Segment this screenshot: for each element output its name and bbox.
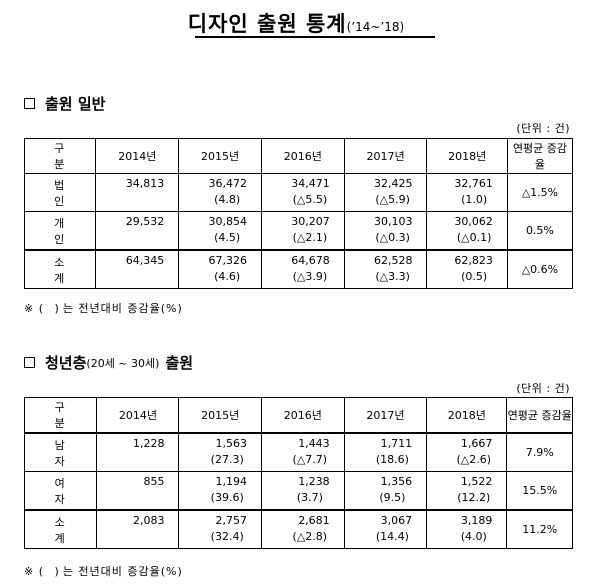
header-2014: 2014년	[95, 138, 180, 174]
cell-2015: 30,854 (4.5)	[178, 211, 262, 251]
row-label: 남 자	[23, 432, 98, 472]
row-label: 소 계	[23, 249, 97, 289]
section2-heading-tail: 출원	[165, 354, 194, 372]
section1-heading-text: 출원 일반	[45, 95, 106, 113]
header-2018: 2018년	[426, 138, 508, 174]
table-row: 남 자 1,228 1,563 (27.3) 1,443 (△7.7) 1,711(…	[23, 432, 573, 472]
cell-avg: 0.5%	[506, 211, 574, 251]
unit-label: (단위 : 건)	[516, 122, 570, 135]
row-label: 소 계	[23, 509, 98, 549]
row-label: 여 자	[23, 471, 98, 511]
note-text: 는 전년대비 증감율(%)	[62, 302, 183, 315]
cell-2017: 1,711 (18.6)	[343, 432, 428, 472]
unit-label: (단위 : 건)	[516, 382, 570, 395]
cell-2016: 64,678 (△3.9)	[260, 249, 345, 289]
page-title: 디자인 출원 통계(’14~’18)	[0, 8, 592, 38]
cell-2018: 1,667 (△2.6)	[426, 432, 508, 472]
row-label: 법 인	[23, 173, 97, 212]
header-2016: 2016년	[260, 397, 345, 434]
header-2015: 2015년	[178, 138, 262, 174]
cell-2018: 62,823 (0.5)	[426, 249, 508, 289]
header-avg-rate: 연평균 증감율	[506, 138, 574, 174]
cell-2017: 32,425 (△5.9)	[343, 173, 428, 212]
cell-avg: 7.9%	[506, 432, 573, 472]
table-row-subtotal: 소 계 64,345 67,326 (4.6) 64,678 (△3.9) 62,5…	[23, 249, 574, 289]
cell-2018: 1,522 (12.2)	[426, 471, 508, 511]
note-mark: ※	[24, 302, 35, 315]
cell-2015: 1,194 (39.6)	[178, 471, 262, 511]
table-header-row: 구 분 2014년 2015년 2016년 2017년 2018년 연평균 증감…	[23, 138, 574, 174]
cell-2017: 30,103 (△0.3)	[343, 211, 428, 251]
table-row: 여 자 855 1,194 (39.6) 1,238 (3.7) 1,356 (9.5…	[23, 471, 573, 511]
cell-2014: 34,813	[95, 173, 180, 212]
cell-avg: △1.5%	[506, 173, 574, 212]
cell-2015: 1,563 (27.3)	[178, 432, 262, 472]
checkbox-icon	[24, 98, 35, 109]
cell-2014: 2,083	[96, 509, 180, 549]
cell-avg: 15.5%	[506, 471, 573, 511]
cell-2016: 1,238 (3.7)	[260, 471, 345, 511]
note-paren: ( )	[38, 302, 63, 315]
section1-heading: 출원 일반	[24, 93, 105, 114]
cell-2014: 1,228	[96, 432, 180, 472]
cell-2014: 64,345	[95, 249, 180, 289]
header-2017: 2017년	[343, 138, 428, 174]
table-row: 법 인 34,813 36,472 (4.8) 34,471 (△5.5) 32,4…	[23, 173, 574, 212]
cell-2016: 30,207 (△2.1)	[260, 211, 345, 251]
cell-2016: 1,443 (△7.7)	[260, 432, 345, 472]
cell-2018: 30,062 (△0.1)	[426, 211, 508, 251]
title-main: 디자인 출원 통계	[187, 12, 347, 36]
cell-2015: 2,757 (32.4)	[178, 509, 262, 549]
header-division: 구 분	[23, 397, 98, 434]
cell-2016: 34,471 (△5.5)	[260, 173, 345, 212]
table-youth: 구 분 2014년 2015년 2016년 2017년 2018년 연평균 증감…	[23, 397, 573, 549]
note-paren: ( )	[38, 565, 63, 578]
cell-avg: 11.2%	[506, 509, 573, 549]
header-2018: 2018년	[426, 397, 508, 434]
row-label: 개 인	[23, 211, 97, 251]
header-2016: 2016년	[260, 138, 345, 174]
table-row-subtotal: 소 계 2,083 2,757 (32.4) 2,681 (△2.8) 3,067(…	[23, 509, 573, 549]
table-row: 개 인 29,532 30,854 (4.5) 30,207 (△2.1) 30,1…	[23, 211, 574, 251]
cell-2017: 62,528 (△3.3)	[343, 249, 428, 289]
table-header-row: 구 분 2014년 2015년 2016년 2017년 2018년 연평균 증감…	[23, 397, 573, 434]
checkbox-icon	[24, 357, 35, 368]
cell-2018: 3,189 (4.0)	[426, 509, 508, 549]
header-2015: 2015년	[178, 397, 262, 434]
header-2014: 2014년	[96, 397, 180, 434]
title-underline	[195, 36, 435, 38]
section2-heading-sub: (20세 ~ 30세)	[86, 356, 160, 370]
note-text: 는 전년대비 증감율(%)	[62, 565, 183, 578]
cell-2017: 3,067 (14.4)	[343, 509, 428, 549]
cell-2016: 2,681 (△2.8)	[260, 509, 345, 549]
header-avg-rate: 연평균 증감율	[506, 397, 573, 434]
cell-2014: 29,532	[95, 211, 180, 251]
header-2017: 2017년	[343, 397, 428, 434]
section2-heading: 청년층 (20세 ~ 30세) 출원	[24, 352, 193, 373]
cell-avg: △0.6%	[506, 249, 574, 289]
cell-2015: 36,472 (4.8)	[178, 173, 262, 212]
cell-2015: 67,326 (4.6)	[178, 249, 262, 289]
cell-2018: 32,761 (1.0)	[426, 173, 508, 212]
cell-2017: 1,356 (9.5)	[343, 471, 428, 511]
note-mark: ※	[24, 565, 35, 578]
table-general: 구 분 2014년 2015년 2016년 2017년 2018년 연평균 증감…	[23, 138, 574, 289]
table-note: ※ ( )는 전년대비 증감율(%)	[24, 300, 183, 316]
title-period: (’14~’18)	[346, 20, 405, 34]
table-note: ※ ( )는 전년대비 증감율(%)	[24, 563, 183, 579]
cell-2014: 855	[96, 471, 180, 511]
section2-heading-text: 청년층	[45, 354, 87, 372]
header-division: 구 분	[23, 138, 97, 174]
